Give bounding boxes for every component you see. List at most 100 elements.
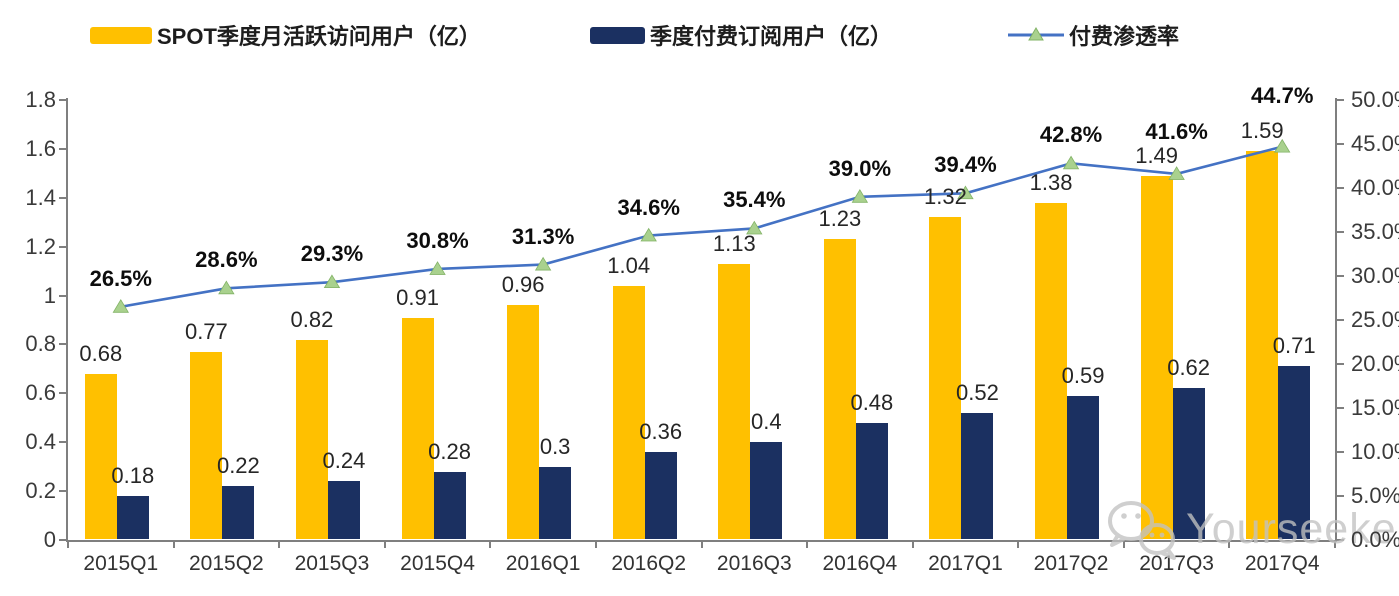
triangle-marker bbox=[640, 227, 657, 242]
left-axis-tick bbox=[59, 245, 67, 248]
legend-item-paid: 季度付费订阅用户（亿） bbox=[590, 19, 892, 51]
triangle-marker bbox=[1168, 166, 1185, 180]
left-axis-tick bbox=[59, 196, 67, 199]
left-axis-tick-label: 1.8 bbox=[25, 87, 56, 112]
legend-line-marker-icon bbox=[1008, 27, 1064, 41]
legend-label-mau: SPOT季度月活跃访问用户（亿） bbox=[157, 24, 481, 49]
penetration-pct-label: 31.3% bbox=[511, 223, 575, 249]
bar-value-label: 1.38 bbox=[1029, 169, 1073, 195]
x-axis-tick bbox=[489, 540, 492, 548]
bar-paid bbox=[433, 471, 466, 539]
triangle-marker bbox=[218, 280, 235, 295]
bar-value-label: 1.59 bbox=[1240, 118, 1284, 144]
left-axis-tick bbox=[59, 392, 67, 395]
triangle-marker bbox=[957, 185, 974, 200]
right-axis-tick bbox=[1336, 407, 1344, 409]
x-axis-label: 2015Q4 bbox=[400, 552, 475, 575]
bar-value-label: 0.48 bbox=[850, 389, 894, 415]
bar-mau bbox=[612, 285, 645, 539]
bar-value-label: 0.28 bbox=[428, 438, 471, 464]
left-axis-tick bbox=[59, 147, 67, 150]
x-axis-label: 2017Q2 bbox=[1033, 552, 1109, 575]
x-axis-tick bbox=[67, 540, 69, 548]
triangle-marker bbox=[746, 220, 763, 235]
left-axis-tick-label: 0 bbox=[43, 527, 56, 552]
bar-mau bbox=[1140, 175, 1173, 539]
right-axis-tick-label: 5.0% bbox=[1351, 483, 1399, 508]
right-axis-tick bbox=[1336, 539, 1344, 541]
bar-value-label: 1.04 bbox=[607, 252, 651, 278]
triangle-marker bbox=[1062, 155, 1080, 170]
x-axis-tick bbox=[911, 540, 914, 548]
left-axis-tick-label: 1 bbox=[43, 282, 56, 308]
triangle-marker bbox=[429, 261, 446, 275]
bar-paid bbox=[1172, 388, 1205, 539]
left-axis-tick-label: 1.2 bbox=[25, 233, 56, 259]
penetration-pct-label: 26.5% bbox=[89, 265, 152, 291]
bar-value-label: 0.22 bbox=[216, 453, 260, 479]
bar-value-label: 0.82 bbox=[290, 306, 334, 332]
bar-value-label: 1.23 bbox=[818, 206, 862, 232]
left-axis-tick-label: 0.4 bbox=[25, 429, 56, 455]
bar-paid bbox=[539, 466, 572, 539]
right-axis-tick bbox=[1336, 495, 1344, 497]
right-axis-tick-label: 15.0% bbox=[1351, 395, 1399, 420]
right-axis-tick-label: 50.0% bbox=[1351, 87, 1399, 112]
penetration-pct-label: 28.6% bbox=[195, 247, 258, 273]
right-axis-tick bbox=[1336, 451, 1344, 453]
right-axis-tick-label: 25.0% bbox=[1351, 307, 1399, 332]
bar-mau bbox=[507, 305, 540, 539]
right-axis-tick-label: 20.0% bbox=[1351, 351, 1399, 376]
left-axis-tick-label: 0.6 bbox=[25, 380, 56, 406]
triangle-marker bbox=[112, 299, 129, 313]
bar-paid bbox=[222, 486, 255, 539]
right-axis-tick bbox=[1336, 187, 1344, 189]
bar-value-label: 1.13 bbox=[712, 230, 756, 256]
penetration-pct-label: 44.7% bbox=[1251, 82, 1314, 108]
bar-value-label: 1.32 bbox=[924, 184, 967, 210]
left-axis-tick bbox=[59, 343, 67, 346]
left-axis-tick bbox=[59, 99, 67, 101]
left-axis-line bbox=[66, 98, 68, 542]
legend-item-penetration: 付费渗透率 bbox=[1008, 19, 1179, 51]
penetration-pct-label: 39.0% bbox=[828, 155, 892, 181]
x-axis-tick bbox=[1228, 540, 1231, 548]
legend-item-mau: SPOT季度月活跃访问用户（亿） bbox=[90, 19, 481, 51]
bar-mau bbox=[929, 217, 962, 539]
x-axis-tick bbox=[172, 540, 175, 548]
bar-mau bbox=[718, 263, 751, 539]
left-axis-tick-label: 1.4 bbox=[25, 184, 56, 210]
bar-value-label: 0.52 bbox=[956, 379, 999, 405]
right-axis-tick-label: 30.0% bbox=[1351, 263, 1399, 288]
bar-paid bbox=[116, 496, 149, 539]
bar-value-label: 0.96 bbox=[501, 272, 545, 298]
bar-value-label: 0.59 bbox=[1061, 362, 1105, 388]
left-axis-tick bbox=[59, 441, 67, 444]
triangle-marker bbox=[851, 189, 869, 203]
bar-paid bbox=[644, 452, 677, 539]
triangle-marker bbox=[1274, 138, 1291, 153]
bar-mau bbox=[401, 317, 434, 539]
penetration-pct-label: 39.4% bbox=[934, 152, 997, 178]
x-axis-label: 2015Q1 bbox=[83, 552, 159, 575]
right-axis-tick bbox=[1336, 99, 1344, 101]
bar-value-label: 0.24 bbox=[322, 448, 366, 474]
bar-mau bbox=[1246, 151, 1279, 539]
bar-value-label: 0.91 bbox=[396, 284, 439, 310]
right-axis-tick-label: 35.0% bbox=[1351, 219, 1399, 244]
left-axis-tick-label: 0.8 bbox=[25, 331, 56, 357]
bar-value-label: 0.18 bbox=[111, 463, 155, 488]
bar-mau bbox=[84, 373, 117, 539]
left-axis-tick bbox=[59, 294, 67, 297]
penetration-pct-label: 34.6% bbox=[617, 194, 680, 220]
x-axis-tick bbox=[1334, 540, 1336, 548]
line-path bbox=[120, 145, 1283, 309]
bar-paid bbox=[855, 422, 888, 539]
wechat-icon bbox=[1108, 501, 1176, 560]
left-axis-tick-label: 1.6 bbox=[25, 135, 56, 161]
legend-swatch-mau bbox=[90, 26, 152, 44]
bar-value-label: 0.4 bbox=[750, 409, 782, 435]
x-axis-tick bbox=[594, 540, 597, 548]
